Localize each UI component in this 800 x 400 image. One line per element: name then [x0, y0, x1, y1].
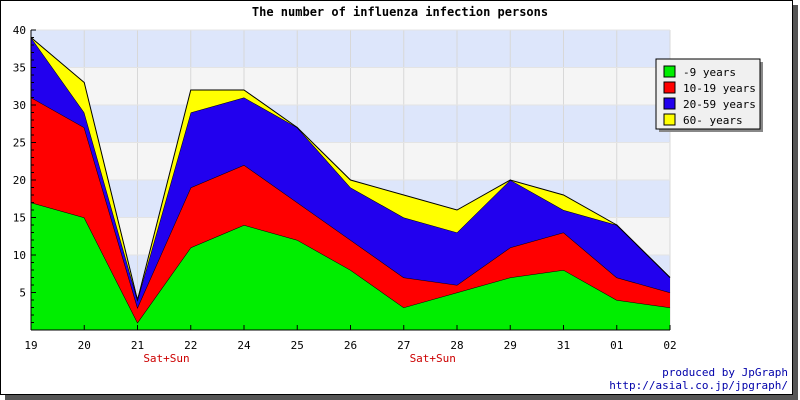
legend-label: 60- years [683, 114, 743, 127]
legend-label: 20-59 years [683, 98, 756, 111]
x-tick-label: 29 [504, 339, 517, 352]
area-series-3 [31, 37, 670, 308]
y-tick-label: 15 [13, 212, 26, 225]
legend-swatch [663, 97, 676, 110]
x-tick-label: 21 [131, 339, 144, 352]
x-tick-label: 02 [663, 339, 676, 352]
area-outline-4 [30, 37, 671, 301]
area-series-1 [31, 202, 670, 330]
area-series-4 [31, 37, 670, 300]
axes: 5 10 15 20 25 30 35 40 19 20 21 22 24 25 26 27 28 29 31 01 0… [13, 24, 677, 365]
legend-swatch [663, 81, 676, 94]
x-tick-label: 27 [397, 339, 410, 352]
x-tick-label: 22 [184, 339, 197, 352]
legend: -9 years 10-19 years 20-59 years 60- years [655, 58, 763, 132]
y-tick-label: 5 [19, 287, 26, 300]
x-tick-label: 01 [610, 339, 623, 352]
legend-label: 10-19 years [683, 82, 756, 95]
y-tick-label: 20 [13, 174, 26, 187]
y-tick-label: 40 [13, 24, 26, 37]
x-tick-label: 19 [24, 339, 37, 352]
x-tick-label: 26 [344, 339, 357, 352]
y-tick-label: 35 [13, 62, 26, 75]
chart-title: The number of influenza infection person… [251, 5, 549, 19]
x-tick-label: 24 [237, 339, 251, 352]
legend-swatch [663, 113, 676, 126]
y-tick-label: 10 [13, 249, 26, 262]
legend-label: -9 years [683, 66, 736, 79]
y-tick-label: 30 [13, 99, 26, 112]
credit-line-2: http://asial.co.jp/jpgraph/ [609, 379, 788, 392]
y-tick-label: 25 [13, 137, 26, 150]
legend-swatch [663, 65, 676, 78]
x-note-label: Sat+Sun [143, 352, 189, 365]
x-tick-label: 31 [557, 339, 570, 352]
x-tick-label: 20 [78, 339, 91, 352]
area-series-2 [31, 97, 670, 323]
x-tick-label: 25 [291, 339, 304, 352]
credit-line-1: produced by JpGraph [662, 366, 788, 379]
x-tick-label: 28 [450, 339, 463, 352]
x-note-label: Sat+Sun [410, 352, 456, 365]
series-areas [30, 37, 671, 330]
